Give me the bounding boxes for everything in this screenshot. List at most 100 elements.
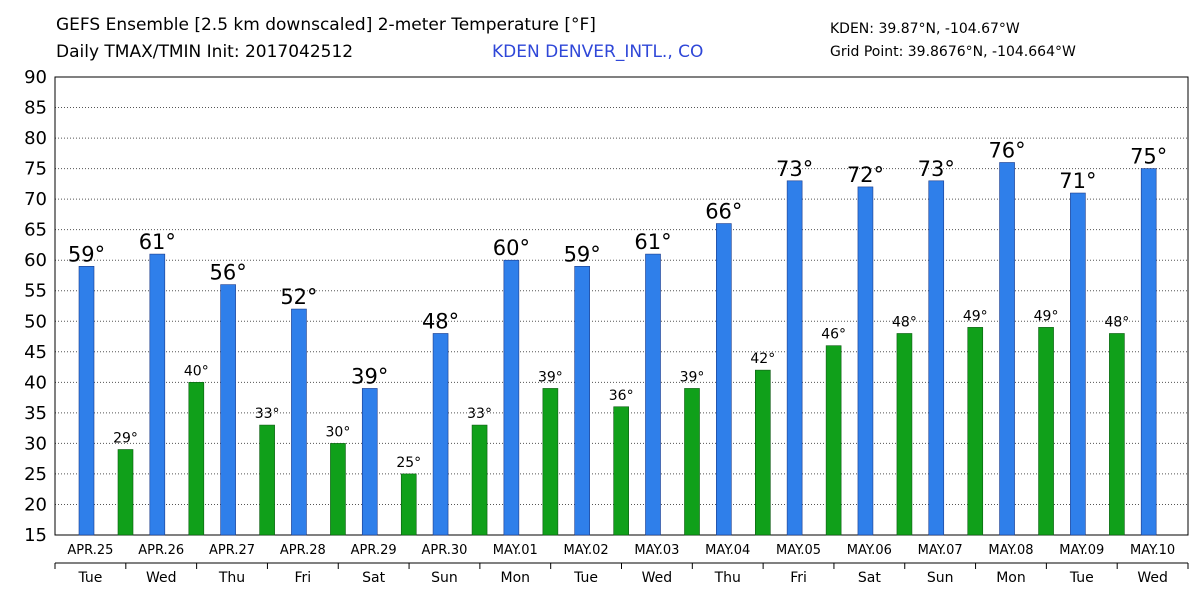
tmin-bar: [967, 327, 984, 536]
y-tick-label: 50: [24, 311, 47, 332]
grid-point-coordinates: Grid Point: 39.8676°N, -104.664°W: [830, 44, 1076, 60]
station-coordinates: KDEN: 39.87°N, -104.67°W: [830, 21, 1020, 37]
tmax-label: 66°: [705, 200, 742, 224]
x-weekday-label: Sat: [362, 570, 385, 586]
tmin-bar: [542, 388, 559, 536]
tmin-bar: [684, 388, 700, 536]
tmin-label: 42°: [750, 351, 775, 367]
tmin-bar: [1109, 333, 1125, 536]
y-tick-label: 70: [24, 189, 47, 210]
y-tick-label: 65: [24, 220, 47, 241]
tmin-bar: [896, 333, 913, 536]
y-tick-label: 20: [24, 494, 47, 515]
x-date-label: APR.27: [209, 543, 255, 558]
tmin-label: 25°: [396, 455, 421, 471]
tmin-label: 30°: [326, 424, 351, 440]
x-date-label: APR.30: [421, 543, 467, 558]
tmin-label: 33°: [467, 406, 492, 422]
tmin-label: 29°: [113, 431, 138, 447]
x-date-label: MAY.03: [634, 543, 679, 558]
x-date-label: MAY.10: [1130, 543, 1175, 558]
tmax-bar: [857, 186, 874, 536]
tmin-label: 40°: [184, 363, 209, 379]
tmin-bar: [1038, 327, 1054, 536]
tmin-label: 39°: [680, 369, 705, 385]
x-weekday-label: Sat: [858, 570, 881, 586]
tmax-bar: [291, 308, 307, 536]
x-weekday-label: Sun: [927, 570, 954, 586]
x-date-label: MAY.06: [847, 543, 892, 558]
tmax-label: 72°: [847, 163, 884, 187]
tmin-bar: [330, 443, 346, 536]
tmin-bar: [471, 424, 488, 536]
tmin-bar: [400, 473, 417, 536]
x-weekday-label: Wed: [642, 570, 673, 586]
tmax-bar: [220, 284, 236, 536]
x-date-label: MAY.08: [988, 543, 1033, 558]
x-weekday-label: Wed: [1137, 570, 1168, 586]
tmin-bar: [755, 369, 771, 536]
tmin-label: 33°: [255, 406, 280, 422]
tmax-label: 39°: [351, 364, 388, 388]
y-tick-label: 55: [24, 281, 47, 302]
tmax-label: 52°: [280, 285, 317, 309]
x-weekday-label: Tue: [1069, 570, 1094, 586]
x-date-label: MAY.05: [776, 543, 821, 558]
y-tick-label: 85: [24, 98, 47, 119]
y-tick-label: 80: [24, 128, 47, 149]
x-date-label: APR.29: [351, 543, 397, 558]
tmax-bar: [503, 259, 520, 536]
tmin-bar: [188, 382, 205, 536]
tmax-label: 71°: [1059, 169, 1096, 193]
tmax-bar: [574, 266, 590, 536]
tmax-label: 73°: [918, 157, 955, 181]
tmax-bar: [78, 266, 95, 536]
tmax-bar: [999, 162, 1015, 536]
tmax-label: 61°: [139, 230, 176, 254]
tmax-label: 76°: [988, 138, 1025, 162]
tmax-bar: [645, 253, 661, 536]
y-tick-label: 90: [24, 67, 47, 88]
x-weekday-label: Sun: [431, 570, 458, 586]
tmin-label: 49°: [1034, 308, 1059, 324]
x-weekday-label: Fri: [790, 570, 807, 586]
station-name: KDEN DENVER_INTL., CO: [492, 42, 704, 62]
y-tick-label: 40: [24, 372, 47, 393]
tmin-label: 39°: [538, 369, 563, 385]
x-date-label: MAY.01: [493, 543, 538, 558]
x-date-label: MAY.07: [918, 543, 963, 558]
tmax-bar: [928, 180, 945, 536]
y-tick-label: 25: [24, 464, 47, 485]
tmax-label: 60°: [493, 236, 530, 260]
tmax-label: 59°: [68, 242, 105, 266]
tmin-bar: [613, 406, 629, 536]
x-date-label: MAY.09: [1059, 543, 1104, 558]
y-tick-label: 60: [24, 250, 47, 271]
x-weekday-label: Wed: [146, 570, 177, 586]
tmin-label: 49°: [963, 308, 988, 324]
tmax-bar: [1140, 168, 1157, 536]
y-tick-label: 30: [24, 433, 47, 454]
tmax-label: 73°: [776, 157, 813, 181]
x-date-label: APR.26: [138, 543, 184, 558]
tmax-bar: [786, 180, 803, 536]
tmax-bar: [361, 388, 378, 536]
tmin-bar: [825, 345, 842, 536]
tmax-bar: [1070, 192, 1086, 536]
x-weekday-label: Tue: [573, 570, 598, 586]
y-tick-label: 75: [24, 159, 47, 180]
x-date-label: APR.28: [280, 543, 326, 558]
tmax-label: 61°: [634, 230, 671, 254]
x-weekday-label: Fri: [295, 570, 312, 586]
chart-subtitle: Daily TMAX/TMIN Init: 2017042512: [56, 42, 354, 62]
tmax-bar: [432, 333, 449, 536]
x-date-label: MAY.04: [705, 543, 750, 558]
tmax-label: 48°: [422, 309, 459, 333]
x-weekday-label: Tue: [77, 570, 102, 586]
x-weekday-label: Thu: [714, 570, 741, 586]
tmax-bar: [149, 253, 166, 536]
tmin-label: 46°: [821, 327, 846, 343]
tmin-bar: [259, 424, 275, 536]
x-date-label: APR.25: [67, 543, 113, 558]
